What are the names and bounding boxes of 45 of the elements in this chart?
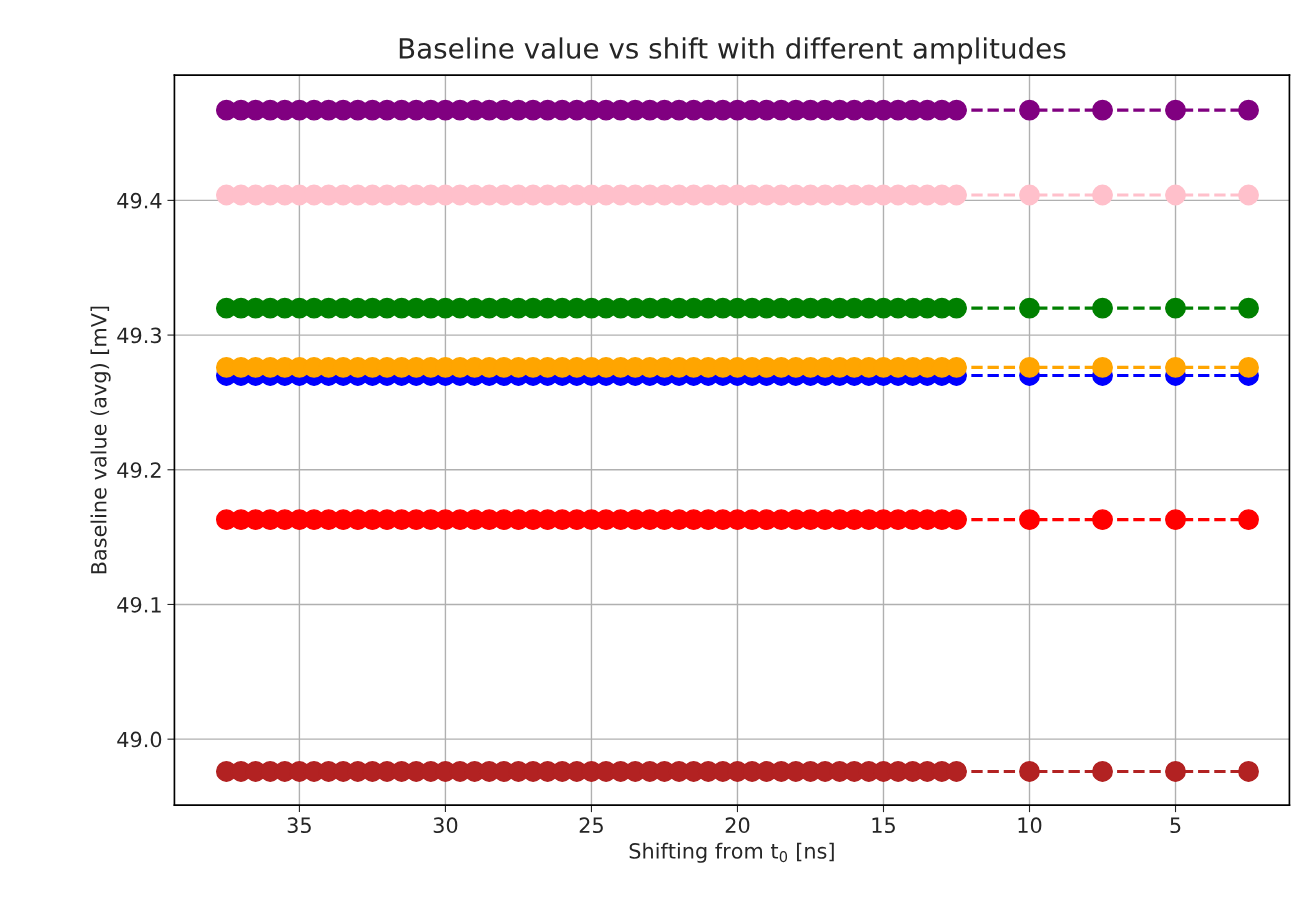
x-tick-label: 30: [433, 817, 458, 834]
y-tick-label: 49.1: [117, 596, 161, 613]
point: [1238, 297, 1259, 319]
point: [1165, 356, 1186, 378]
point: [1165, 99, 1186, 121]
point: [1238, 356, 1259, 378]
point: [946, 99, 967, 121]
point: [1238, 99, 1259, 121]
x-tick-label: 25: [579, 817, 603, 834]
point: [1019, 509, 1040, 531]
y-tick-label: 49.4: [117, 192, 162, 209]
point: [1092, 297, 1113, 319]
point: [1019, 99, 1040, 121]
x-tick-label: 5: [1170, 817, 1181, 834]
point: [1019, 184, 1040, 206]
y-axis-title: Baseline value (avg) [mV]: [90, 306, 111, 574]
point: [1165, 761, 1186, 782]
point: [946, 184, 967, 206]
point: [946, 761, 967, 782]
point: [946, 356, 967, 378]
point: [1019, 356, 1040, 378]
x-tick-label: 15: [872, 817, 895, 834]
point: [1019, 761, 1040, 782]
point: [1238, 509, 1259, 531]
x-tick-label: 35: [287, 817, 311, 834]
point: [1092, 99, 1113, 121]
point: [1165, 297, 1186, 319]
point: [1092, 184, 1113, 206]
point: [1165, 184, 1186, 206]
y-tick-label: 49.3: [117, 327, 161, 344]
y-tick-label: 49.0: [117, 731, 162, 748]
point: [1092, 509, 1113, 531]
point: [1092, 356, 1113, 378]
point: [1019, 297, 1040, 319]
x-tick-label: 20: [725, 817, 750, 834]
point: [1092, 761, 1113, 782]
point: [1238, 184, 1259, 206]
x-axis-title: Shifting from t$_{0}$ [ns]: [629, 842, 834, 863]
point: [946, 509, 967, 531]
x-tick-label: 10: [1018, 817, 1042, 834]
y-tick-label: 49.2: [117, 462, 161, 478]
point: [1238, 761, 1259, 782]
point: [946, 297, 967, 319]
point: [1165, 509, 1186, 531]
chart-title: Baseline value vs shift with different amplitudes: [399, 37, 1066, 65]
